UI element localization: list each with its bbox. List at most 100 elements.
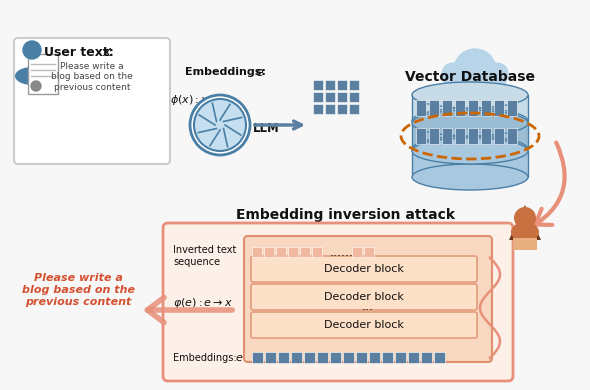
FancyBboxPatch shape — [337, 104, 347, 114]
Text: User text:: User text: — [44, 46, 118, 58]
FancyBboxPatch shape — [494, 100, 504, 116]
FancyBboxPatch shape — [14, 38, 170, 164]
FancyBboxPatch shape — [265, 352, 276, 363]
Circle shape — [487, 63, 508, 84]
FancyBboxPatch shape — [304, 352, 315, 363]
Ellipse shape — [412, 108, 528, 134]
Circle shape — [462, 78, 488, 104]
FancyArrowPatch shape — [148, 298, 232, 323]
FancyBboxPatch shape — [312, 247, 322, 257]
FancyBboxPatch shape — [343, 352, 354, 363]
FancyBboxPatch shape — [421, 352, 432, 363]
Text: Embeddings:: Embeddings: — [185, 67, 270, 77]
FancyBboxPatch shape — [494, 128, 504, 144]
FancyBboxPatch shape — [412, 151, 528, 177]
FancyBboxPatch shape — [468, 100, 478, 116]
Text: $\varphi(e): e \rightarrow x$: $\varphi(e): e \rightarrow x$ — [173, 296, 233, 310]
FancyBboxPatch shape — [455, 100, 465, 116]
FancyBboxPatch shape — [434, 352, 445, 363]
Text: Decoder block: Decoder block — [324, 292, 404, 302]
FancyBboxPatch shape — [442, 100, 452, 116]
FancyBboxPatch shape — [429, 128, 439, 144]
FancyBboxPatch shape — [412, 123, 528, 149]
FancyBboxPatch shape — [291, 352, 302, 363]
FancyBboxPatch shape — [325, 80, 335, 90]
Circle shape — [444, 62, 474, 92]
FancyArrowPatch shape — [535, 142, 565, 225]
Circle shape — [31, 81, 41, 91]
Polygon shape — [509, 205, 541, 240]
FancyBboxPatch shape — [507, 128, 517, 144]
FancyBboxPatch shape — [356, 352, 367, 363]
FancyBboxPatch shape — [313, 104, 323, 114]
FancyBboxPatch shape — [300, 247, 310, 257]
FancyBboxPatch shape — [349, 104, 359, 114]
FancyBboxPatch shape — [416, 128, 426, 144]
FancyBboxPatch shape — [369, 352, 380, 363]
FancyBboxPatch shape — [395, 352, 406, 363]
FancyBboxPatch shape — [313, 80, 323, 90]
Text: $e$: $e$ — [235, 353, 243, 363]
Circle shape — [190, 95, 250, 155]
FancyBboxPatch shape — [325, 104, 335, 114]
Text: ......: ...... — [330, 246, 354, 259]
FancyBboxPatch shape — [442, 128, 452, 144]
Text: Inverted text
sequence: Inverted text sequence — [173, 245, 237, 267]
Circle shape — [477, 62, 506, 92]
FancyBboxPatch shape — [288, 247, 298, 257]
Text: Vector Database: Vector Database — [405, 70, 535, 84]
FancyBboxPatch shape — [349, 80, 359, 90]
FancyBboxPatch shape — [352, 247, 362, 257]
Circle shape — [453, 75, 478, 101]
FancyBboxPatch shape — [408, 352, 419, 363]
Text: Please write a
blog based on the
previous content: Please write a blog based on the previou… — [21, 273, 135, 307]
Circle shape — [23, 41, 41, 59]
FancyBboxPatch shape — [412, 95, 528, 121]
Text: ...: ... — [362, 301, 374, 314]
Ellipse shape — [412, 82, 528, 108]
FancyBboxPatch shape — [244, 236, 492, 362]
Text: Embedding inversion attack: Embedding inversion attack — [235, 208, 454, 222]
Text: Decoder block: Decoder block — [324, 320, 404, 330]
Circle shape — [471, 75, 497, 101]
FancyBboxPatch shape — [455, 128, 465, 144]
Text: LLM: LLM — [253, 122, 280, 135]
FancyBboxPatch shape — [468, 128, 478, 144]
Circle shape — [454, 49, 496, 91]
FancyBboxPatch shape — [251, 256, 477, 282]
FancyBboxPatch shape — [481, 128, 491, 144]
FancyBboxPatch shape — [252, 352, 263, 363]
FancyBboxPatch shape — [382, 352, 393, 363]
Text: Please write a
blog based on the
previous content: Please write a blog based on the previou… — [51, 62, 133, 92]
Ellipse shape — [511, 222, 539, 242]
Ellipse shape — [412, 110, 528, 136]
Text: Embeddings:: Embeddings: — [173, 353, 240, 363]
FancyBboxPatch shape — [507, 100, 517, 116]
FancyBboxPatch shape — [317, 352, 328, 363]
Text: $\phi(x): x \rightarrow e$: $\phi(x): x \rightarrow e$ — [171, 93, 230, 107]
FancyBboxPatch shape — [276, 247, 286, 257]
FancyBboxPatch shape — [513, 238, 537, 250]
FancyBboxPatch shape — [278, 352, 289, 363]
FancyBboxPatch shape — [429, 100, 439, 116]
Text: Decoder block: Decoder block — [324, 264, 404, 274]
FancyBboxPatch shape — [349, 92, 359, 102]
Ellipse shape — [412, 164, 528, 190]
Circle shape — [194, 99, 246, 151]
Text: $e$: $e$ — [255, 66, 264, 78]
FancyBboxPatch shape — [264, 247, 274, 257]
FancyBboxPatch shape — [28, 54, 58, 94]
FancyBboxPatch shape — [337, 80, 347, 90]
Circle shape — [442, 63, 463, 84]
FancyBboxPatch shape — [251, 284, 477, 310]
FancyBboxPatch shape — [481, 100, 491, 116]
Ellipse shape — [15, 67, 49, 85]
FancyBboxPatch shape — [325, 92, 335, 102]
Text: $x$: $x$ — [102, 45, 113, 59]
FancyBboxPatch shape — [251, 312, 477, 338]
FancyBboxPatch shape — [313, 92, 323, 102]
Ellipse shape — [412, 136, 528, 162]
FancyBboxPatch shape — [252, 247, 262, 257]
Ellipse shape — [412, 138, 528, 164]
FancyBboxPatch shape — [337, 92, 347, 102]
